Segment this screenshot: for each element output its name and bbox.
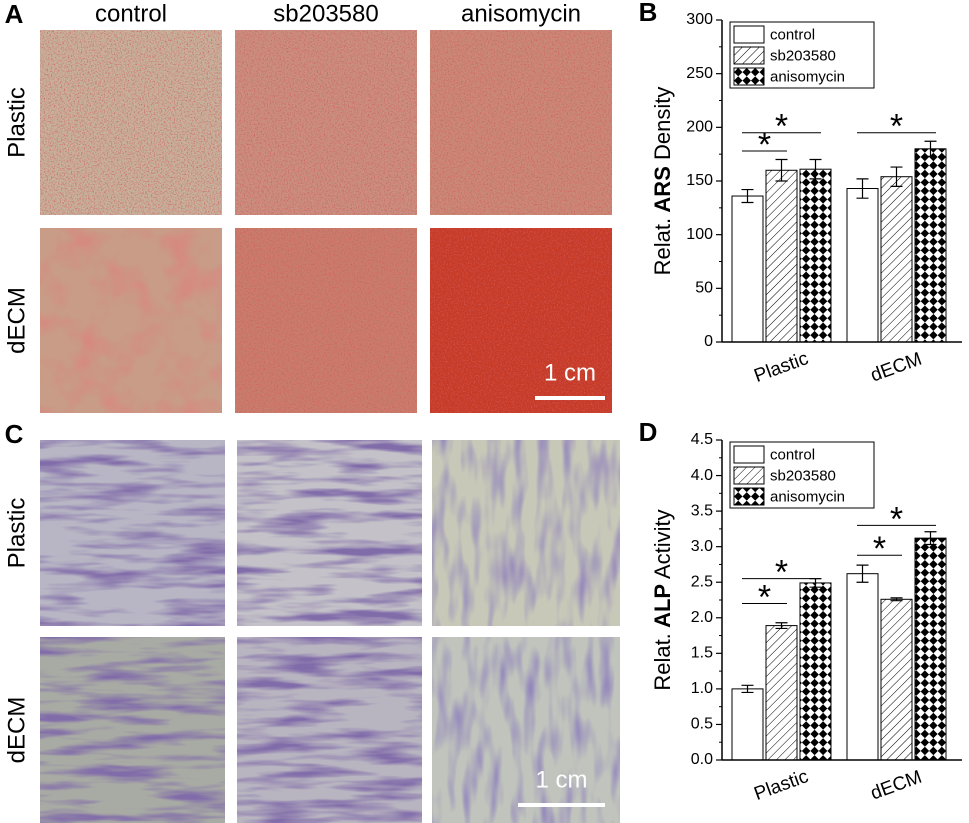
column-label: sb203580 xyxy=(273,0,378,27)
error-bar xyxy=(741,188,754,204)
photo-texture xyxy=(40,228,222,413)
y-tick-label: 2.0 xyxy=(691,609,713,626)
significance-label: * xyxy=(758,126,771,164)
error-bar xyxy=(924,140,937,157)
y-axis-label: Relat. ARS Density xyxy=(650,87,675,276)
error-bar xyxy=(775,158,788,182)
x-tick-label: dECM xyxy=(868,349,925,387)
y-tick-label: 300 xyxy=(686,11,713,28)
legend-label: sb203580 xyxy=(770,467,836,484)
error-bar xyxy=(890,597,903,602)
y-tick-label: 1.0 xyxy=(691,680,713,697)
y-tick-label: 100 xyxy=(686,226,713,243)
y-tick-label: 1.5 xyxy=(691,645,713,662)
y-tick-label: 150 xyxy=(686,172,713,189)
error-bar xyxy=(856,564,869,583)
bar xyxy=(765,625,798,761)
row-label: dECM xyxy=(3,287,30,354)
panel-letter: C xyxy=(5,419,24,449)
y-axis-label-part: Density xyxy=(650,87,675,166)
significance-label: * xyxy=(758,579,771,617)
scale-bar-label: 1 cm xyxy=(535,766,587,793)
y-tick-label: 0 xyxy=(704,333,713,350)
y-tick-label: 200 xyxy=(686,119,713,136)
bar xyxy=(880,598,913,761)
error-bar xyxy=(809,158,822,180)
significance-label: * xyxy=(775,554,788,592)
panel-letter: B xyxy=(639,0,658,27)
scale-bar-label: 1 cm xyxy=(544,359,596,386)
bar xyxy=(799,168,832,343)
photo-texture xyxy=(430,228,612,413)
significance-label: * xyxy=(890,108,903,146)
legend-label: control xyxy=(770,446,815,463)
x-tick-label: Plastic xyxy=(751,766,811,805)
x-tick-label: dECM xyxy=(868,767,925,805)
significance-label: * xyxy=(873,530,886,568)
significance-label: * xyxy=(775,108,788,146)
error-bar xyxy=(856,178,869,199)
significance-label: * xyxy=(890,500,903,538)
photo-texture xyxy=(237,440,422,626)
y-axis-label-part: Activity xyxy=(650,509,675,584)
photo-texture xyxy=(235,30,417,215)
y-tick-label: 3.5 xyxy=(691,502,713,519)
error-bar xyxy=(924,531,937,546)
error-bar xyxy=(775,622,788,630)
column-label: control xyxy=(95,0,167,27)
y-axis-label-part: ALP xyxy=(650,584,675,633)
y-axis-label-part: Relat. xyxy=(650,218,675,275)
photo-texture xyxy=(432,637,620,823)
photo-texture xyxy=(237,637,422,823)
photo-texture xyxy=(430,30,612,215)
photo-texture xyxy=(40,30,222,215)
bar xyxy=(731,195,764,343)
error-bar xyxy=(741,684,754,694)
panel-letter: A xyxy=(5,0,24,29)
legend-label: sb203580 xyxy=(770,47,836,64)
photo-texture xyxy=(235,228,417,413)
legend-swatch xyxy=(733,445,765,464)
y-tick-label: 0.0 xyxy=(691,751,713,768)
bar xyxy=(914,148,947,343)
legend-label: control xyxy=(770,26,815,43)
y-tick-label: 250 xyxy=(686,65,713,82)
legend-swatch xyxy=(733,46,765,65)
y-axis-label: Relat. ALP Activity xyxy=(650,509,675,690)
y-tick-label: 4.0 xyxy=(691,467,713,484)
row-label: dECM xyxy=(3,697,30,764)
legend-swatch xyxy=(733,67,765,86)
y-axis-label-part: ARS xyxy=(650,166,675,218)
photo-texture xyxy=(432,440,620,626)
y-tick-label: 4.5 xyxy=(691,431,713,448)
bar xyxy=(846,573,879,761)
legend-swatch xyxy=(733,466,765,485)
legend-swatch xyxy=(733,25,765,44)
bar xyxy=(880,176,913,343)
legend-swatch xyxy=(733,487,765,506)
row-label: Plastic xyxy=(3,498,30,569)
y-tick-label: 50 xyxy=(695,280,713,297)
y-tick-label: 2.5 xyxy=(691,573,713,590)
y-axis-label-part: Relat. xyxy=(650,633,675,690)
y-tick-label: 3.0 xyxy=(691,538,713,555)
legend-label: anisomycin xyxy=(770,68,845,85)
x-tick-label: Plastic xyxy=(751,348,811,387)
error-bar xyxy=(890,166,903,187)
bar xyxy=(914,537,947,761)
bar xyxy=(765,169,798,343)
bar xyxy=(731,688,764,761)
legend-label: anisomycin xyxy=(770,488,845,505)
panel-letter: D xyxy=(639,417,658,447)
row-label: Plastic xyxy=(3,87,30,158)
column-label: anisomycin xyxy=(461,0,581,27)
bar xyxy=(846,188,879,343)
photo-texture xyxy=(40,440,225,626)
photo-texture xyxy=(40,637,225,823)
y-tick-label: 0.5 xyxy=(691,716,713,733)
bar xyxy=(799,582,832,761)
